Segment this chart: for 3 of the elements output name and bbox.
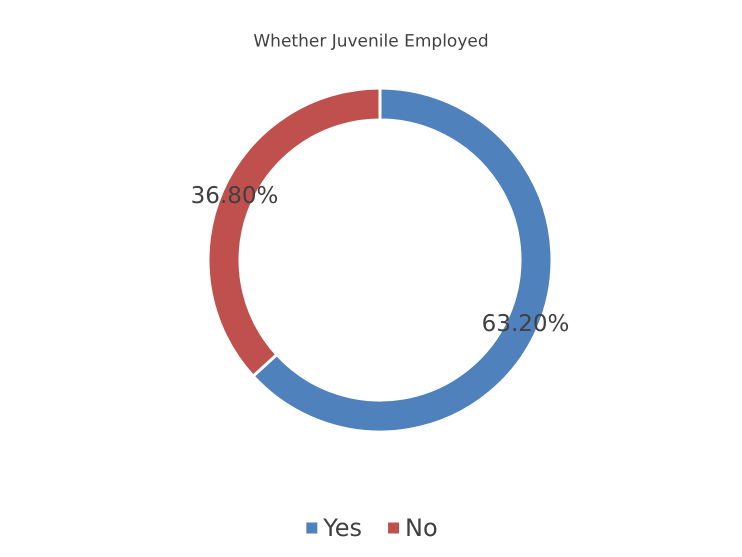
- legend-label: No: [405, 514, 438, 542]
- legend-label: Yes: [322, 514, 362, 542]
- chart-title: Whether Juvenile Employed: [253, 32, 489, 52]
